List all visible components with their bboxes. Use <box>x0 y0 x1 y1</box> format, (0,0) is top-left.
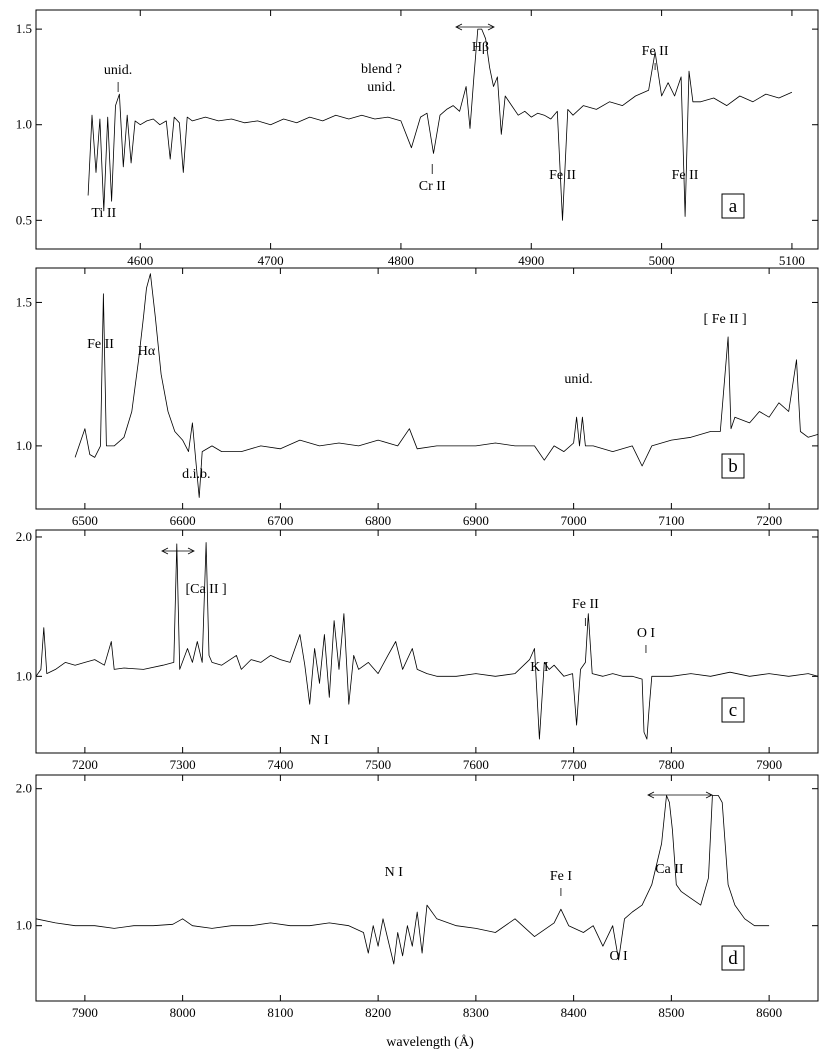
line-annotation: O I <box>609 949 628 964</box>
x-tick-label: 7400 <box>267 757 293 772</box>
plot-frame <box>35 529 819 754</box>
panel-label-box <box>721 193 745 219</box>
x-tick-label: 7800 <box>658 757 684 772</box>
plot-frame <box>35 9 819 250</box>
x-tick-label: 6600 <box>170 513 196 528</box>
panel-c: 7200 7300 7400 7500 7600 7700 7800 7900 1.0 2.0 [C… <box>16 529 819 772</box>
x-tick-label: 8500 <box>658 1005 684 1020</box>
arrowhead <box>455 23 463 31</box>
x-tick-label: 7200 <box>72 757 98 772</box>
line-annotation: unid. <box>367 80 395 95</box>
line-annotation: Fe I <box>550 869 573 884</box>
line-annotation: Fe II <box>572 597 599 612</box>
line-annotation: Fe II <box>672 168 699 183</box>
arrowhead <box>487 23 495 31</box>
line-annotation: d.i.b. <box>182 467 210 482</box>
plot-frame <box>35 774 819 1002</box>
x-tick-label: 6500 <box>72 513 98 528</box>
x-tick-label: 7000 <box>561 513 587 528</box>
x-tick-label: 7300 <box>170 757 196 772</box>
x-tick-label: 7600 <box>463 757 489 772</box>
plot-frame <box>35 267 819 510</box>
x-tick-label: 6900 <box>463 513 489 528</box>
x-tick-label: 6700 <box>267 513 293 528</box>
x-tick-label: 7900 <box>72 1005 98 1020</box>
arrowhead <box>161 547 169 555</box>
panel-label: c <box>729 700 737 721</box>
x-tick-label: 7900 <box>756 757 782 772</box>
line-annotation: Fe II <box>87 337 114 352</box>
line-annotation: O I <box>637 626 656 641</box>
arrowhead <box>187 547 195 555</box>
y-tick-label: 1.5 <box>16 294 32 309</box>
x-tick-label: 7200 <box>756 513 782 528</box>
panel-label: b <box>728 456 738 477</box>
spectrum-line <box>35 542 819 740</box>
arrowhead <box>705 791 713 799</box>
y-tick-label: 0.5 <box>16 212 32 227</box>
x-tick-label: 8300 <box>463 1005 489 1020</box>
line-annotation: Hβ <box>472 40 489 55</box>
line-annotation: Fe II <box>549 168 576 183</box>
x-tick-label: 8100 <box>267 1005 293 1020</box>
panel-label: a <box>729 196 738 217</box>
line-annotation: Fe II <box>642 44 669 59</box>
x-tick-label: 5100 <box>779 253 805 268</box>
x-tick-label: 8000 <box>170 1005 196 1020</box>
x-tick-label: 5000 <box>649 253 675 268</box>
x-tick-label: 7500 <box>365 757 391 772</box>
x-tick-label: 8200 <box>365 1005 391 1020</box>
panel-label-box <box>721 453 745 479</box>
line-annotation: unid. <box>104 63 132 78</box>
y-tick-label: 1.5 <box>16 21 32 36</box>
line-annotation: N I <box>385 865 404 880</box>
line-annotation: N I <box>310 733 329 748</box>
y-tick-label: 1.0 <box>16 438 32 453</box>
x-tick-label: 8600 <box>756 1005 782 1020</box>
panel-b: 6500 6600 6700 6800 6900 7000 7100 7200 1.0 1.5 Fe… <box>16 267 819 528</box>
x-tick-label: 8400 <box>561 1005 587 1020</box>
line-annotation: Hα <box>138 344 156 359</box>
y-tick-label: 1.0 <box>16 117 32 132</box>
line-annotation: blend ? <box>361 62 402 77</box>
x-tick-label: 4600 <box>127 253 153 268</box>
line-annotation: [ Fe II ] <box>704 312 747 327</box>
line-annotation: Ca II <box>655 862 684 877</box>
x-tick-label: 7100 <box>658 513 684 528</box>
x-tick-label: 6800 <box>365 513 391 528</box>
arrowhead <box>647 791 655 799</box>
line-annotation: unid. <box>564 372 592 387</box>
spectrum-line <box>87 28 793 221</box>
x-tick-label: 7700 <box>561 757 587 772</box>
spectrum-line <box>35 795 770 965</box>
spectrum-line <box>74 273 819 498</box>
line-annotation: K I <box>530 660 549 675</box>
panel-d: 7900 8000 8100 8200 8300 8400 8500 8600 1.0 2.0 N … <box>16 774 819 1020</box>
line-annotation: Cr II <box>419 179 446 194</box>
y-tick-label: 2.0 <box>16 529 32 544</box>
x-axis-label: wavelength (Å) <box>386 1034 474 1050</box>
y-tick-label: 1.0 <box>16 668 32 683</box>
x-tick-label: 4700 <box>258 253 284 268</box>
panel-label: d <box>728 948 738 969</box>
line-annotation: [Ca II ] <box>185 582 226 597</box>
x-tick-label: 4900 <box>518 253 544 268</box>
panel-label-box <box>721 697 745 723</box>
panel-label-box <box>721 945 745 971</box>
x-tick-label: 4800 <box>388 253 414 268</box>
line-annotation: Ti II <box>91 206 116 221</box>
y-tick-label: 2.0 <box>16 781 32 796</box>
y-tick-label: 1.0 <box>16 918 32 933</box>
panel-a: 4600 4700 4800 4900 5000 5100 0.5 1.0 1.5 unid. Ti… <box>16 9 819 268</box>
